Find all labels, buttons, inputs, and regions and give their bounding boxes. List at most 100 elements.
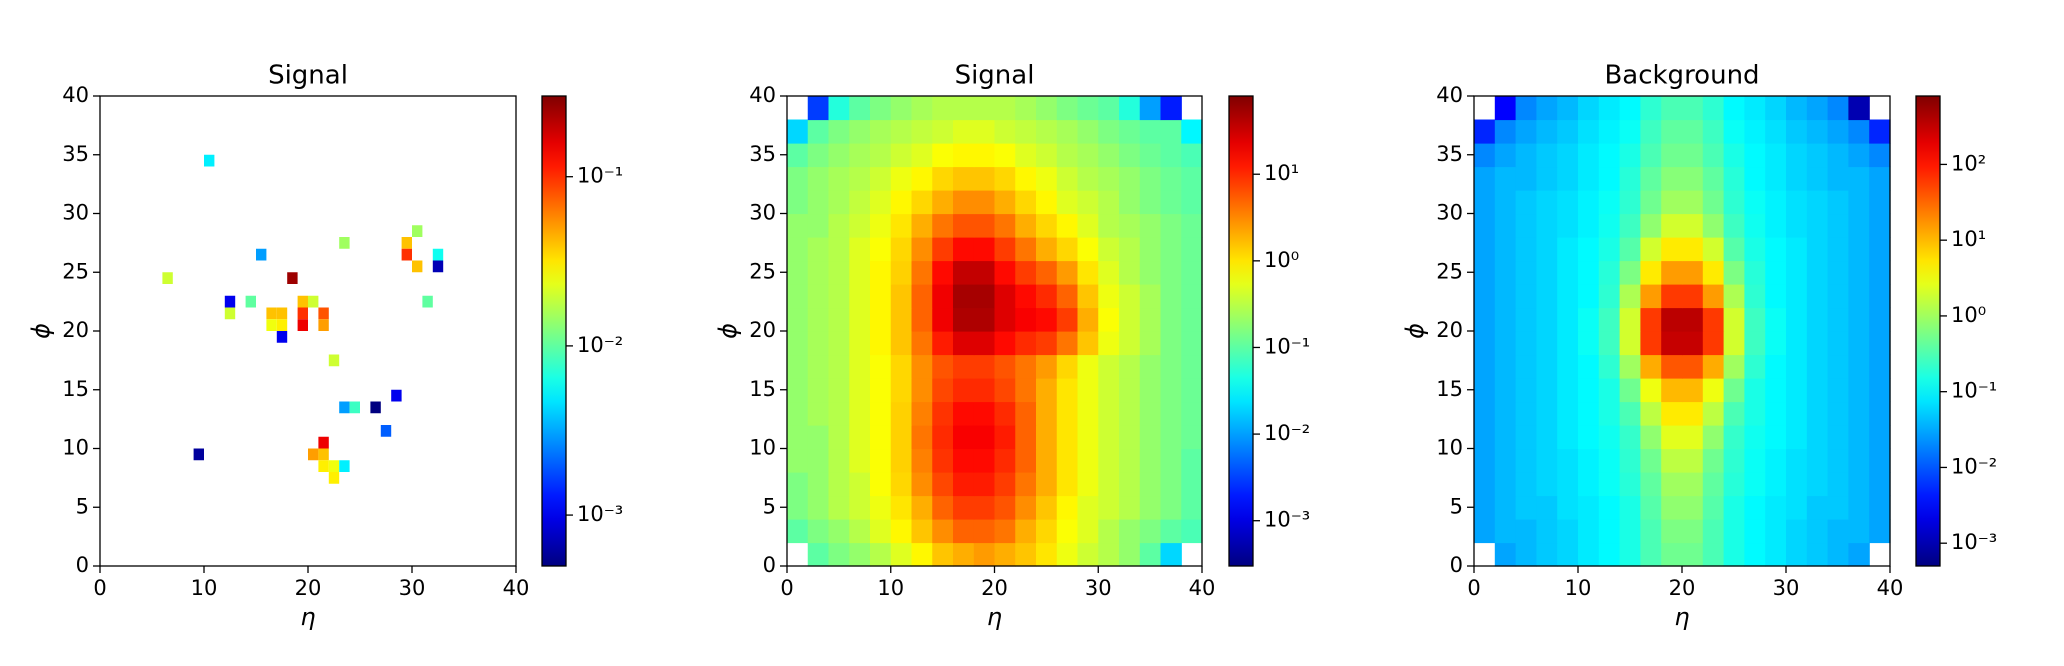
heatmap-cell — [1848, 448, 1870, 473]
heatmap-cell — [1181, 307, 1203, 332]
heatmap-cell — [1598, 354, 1621, 379]
heatmap-cell — [1494, 472, 1517, 497]
heatmap-cell — [1578, 96, 1600, 121]
heatmap-cell — [1160, 378, 1182, 403]
heatmap-cell — [1806, 213, 1829, 238]
heatmap-cell — [1077, 190, 1099, 215]
heatmap-cell — [1077, 542, 1099, 567]
heatmap-cell — [1806, 119, 1829, 144]
heatmap-cell — [1869, 354, 1891, 379]
heatmap-cell — [1098, 307, 1120, 332]
x-tick-label: 20 — [1669, 576, 1696, 600]
heatmap-cell — [1494, 495, 1517, 520]
heatmap-cell — [1578, 237, 1600, 262]
heatmap-cell — [787, 119, 809, 144]
heatmap-cell — [1160, 213, 1182, 238]
heatmap-cell — [1598, 472, 1621, 497]
heatmap-cell — [890, 307, 913, 332]
heatmap-cell — [1661, 307, 1683, 332]
heatmap-cell — [849, 260, 871, 285]
heatmap-cell — [318, 307, 329, 320]
heatmap-cell — [1015, 143, 1037, 168]
heatmap-cell — [953, 190, 975, 215]
heatmap-cell — [1786, 448, 1808, 473]
heatmap-cell — [1181, 495, 1203, 520]
heatmap-cell — [1598, 284, 1621, 309]
heatmap-cell — [1536, 519, 1558, 544]
heatmap-cell — [1640, 190, 1662, 215]
heatmap-cell — [422, 295, 433, 308]
heatmap-cell — [911, 448, 933, 473]
heatmap-cell — [1598, 448, 1621, 473]
heatmap-cell — [1619, 284, 1641, 309]
heatmap-cell — [1160, 190, 1182, 215]
heatmap-cell — [1702, 213, 1725, 238]
heatmap-cell — [1474, 425, 1496, 450]
heatmap-cell — [1557, 307, 1579, 332]
heatmap-cell — [1181, 143, 1203, 168]
heatmap-cell — [1869, 260, 1891, 285]
heatmap-cell — [1036, 542, 1058, 567]
heatmap-cell — [1474, 519, 1496, 544]
heatmap-cell — [1515, 425, 1537, 450]
heatmap-cell — [1682, 354, 1704, 379]
heatmap-cell — [224, 307, 236, 320]
heatmap-cell — [1181, 331, 1203, 356]
heatmap-cell — [1723, 260, 1745, 285]
heatmap-cell — [256, 248, 267, 261]
heatmap-cell — [1786, 378, 1808, 403]
heatmap-cell — [1536, 472, 1558, 497]
heatmap-cell — [1098, 96, 1120, 121]
heatmap-cell — [1786, 143, 1808, 168]
heatmap-cell — [1578, 425, 1600, 450]
heatmap-cell — [787, 448, 809, 473]
heatmap-cell — [1160, 542, 1182, 567]
heatmap-cell — [1036, 472, 1058, 497]
heatmap-cell — [1661, 96, 1683, 121]
heatmap-cell — [953, 96, 975, 121]
heatmap-cell — [1098, 213, 1120, 238]
heatmap-cell — [1515, 260, 1537, 285]
heatmap-cell — [1515, 542, 1537, 567]
heatmap-cell — [953, 143, 975, 168]
heatmap-cell — [787, 166, 809, 191]
heatmap-cell — [1077, 96, 1099, 121]
y-tick-label: 15 — [749, 377, 776, 401]
heatmap-cell — [1661, 166, 1683, 191]
heatmap-cell — [1160, 401, 1182, 426]
heatmap-cell — [1598, 307, 1621, 332]
heatmap-cell — [807, 190, 830, 215]
heatmap-cell — [870, 495, 892, 520]
heatmap-cell — [973, 190, 996, 215]
heatmap-cell — [1723, 143, 1745, 168]
heatmap-cell — [1536, 354, 1558, 379]
heatmap-cell — [1619, 237, 1641, 262]
colorbar-tick-label: 10² — [1951, 151, 1986, 175]
heatmap-cell — [1181, 213, 1203, 238]
heatmap-cell — [1474, 448, 1496, 473]
heatmap-cell — [890, 354, 913, 379]
heatmap-cell — [1786, 472, 1808, 497]
heatmap-cell — [932, 260, 954, 285]
y-tick-label: 20 — [1436, 318, 1463, 342]
heatmap-cell — [994, 166, 1016, 191]
heatmap-cell — [1515, 519, 1537, 544]
heatmap-cell — [1578, 542, 1600, 567]
heatmap-cell — [1077, 237, 1099, 262]
heatmap-cell — [1036, 448, 1058, 473]
heatmap-cell — [1119, 354, 1141, 379]
y-tick-label: 20 — [62, 318, 89, 342]
heatmap-cell — [1598, 96, 1621, 121]
heatmap-cell — [1139, 331, 1162, 356]
heatmap-cell — [1682, 425, 1704, 450]
heatmap-cell — [870, 448, 892, 473]
heatmap-cell — [370, 401, 381, 414]
heatmap-cell — [1056, 542, 1079, 567]
heatmap-cell — [1848, 401, 1870, 426]
x-tick-label: 30 — [1773, 576, 1800, 600]
heatmap-cell — [890, 119, 913, 144]
heatmap-cell — [1765, 284, 1787, 309]
heatmap-cell — [318, 436, 329, 449]
x-tick-label: 20 — [981, 576, 1008, 600]
heatmap-cell — [973, 96, 996, 121]
